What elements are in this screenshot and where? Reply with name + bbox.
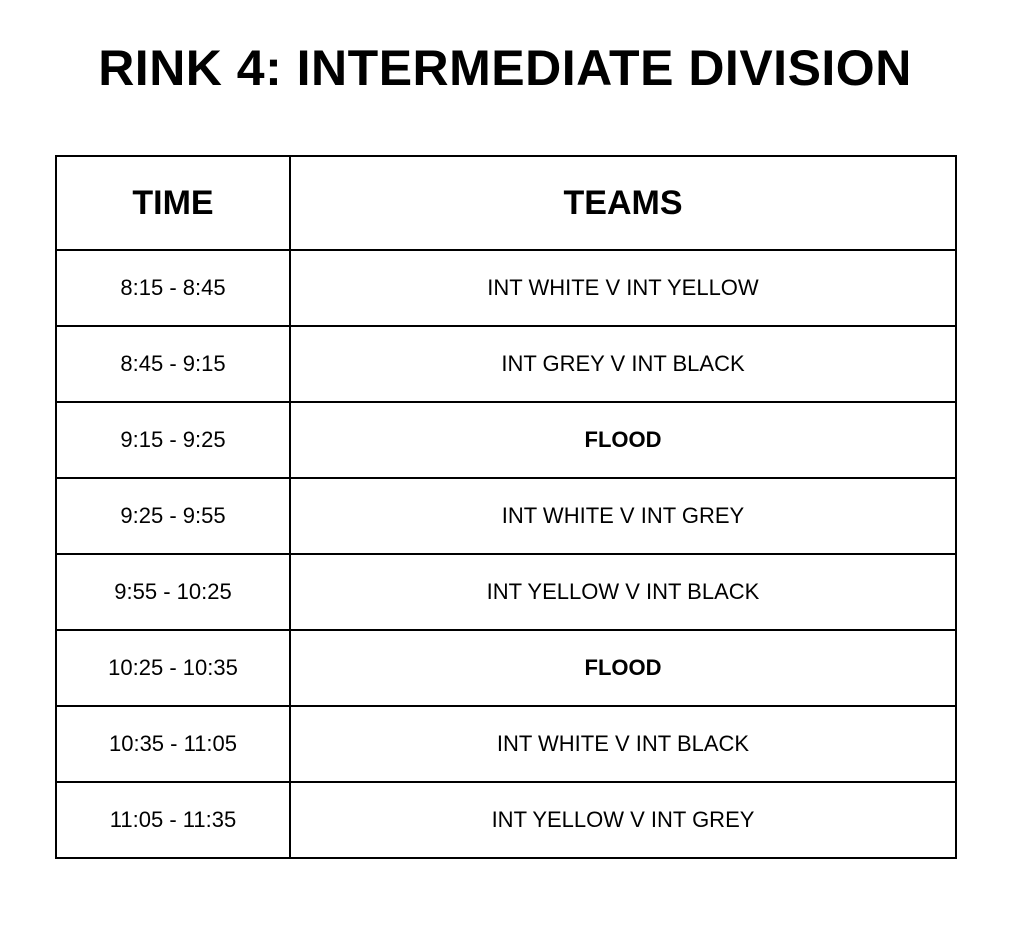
- time-cell: 9:25 - 9:55: [55, 477, 291, 555]
- schedule-table: TIME TEAMS 8:15 - 8:45 INT WHITE V INT YE…: [55, 155, 957, 859]
- teams-cell: INT WHITE V INT BLACK: [289, 705, 957, 783]
- time-cell: 9:15 - 9:25: [55, 401, 291, 479]
- teams-cell: INT WHITE V INT YELLOW: [289, 249, 957, 327]
- table-header-row: TIME TEAMS: [55, 155, 957, 251]
- teams-cell: INT GREY V INT BLACK: [289, 325, 957, 403]
- table-row: 10:35 - 11:05 INT WHITE V INT BLACK: [55, 705, 957, 783]
- teams-cell: INT YELLOW V INT GREY: [289, 781, 957, 859]
- page-title: RINK 4: INTERMEDIATE DIVISION: [98, 40, 912, 96]
- teams-cell: INT YELLOW V INT BLACK: [289, 553, 957, 631]
- teams-cell: INT WHITE V INT GREY: [289, 477, 957, 555]
- time-cell: 11:05 - 11:35: [55, 781, 291, 859]
- table-row: 9:55 - 10:25 INT YELLOW V INT BLACK: [55, 553, 957, 631]
- time-cell: 10:35 - 11:05: [55, 705, 291, 783]
- time-cell: 10:25 - 10:35: [55, 629, 291, 707]
- time-cell: 9:55 - 10:25: [55, 553, 291, 631]
- table-row: 8:45 - 9:15 INT GREY V INT BLACK: [55, 325, 957, 403]
- time-cell: 8:45 - 9:15: [55, 325, 291, 403]
- teams-cell: FLOOD: [289, 629, 957, 707]
- table-row: 11:05 - 11:35 INT YELLOW V INT GREY: [55, 781, 957, 859]
- time-cell: 8:15 - 8:45: [55, 249, 291, 327]
- table-row: 10:25 - 10:35 FLOOD: [55, 629, 957, 707]
- table-row: 9:15 - 9:25 FLOOD: [55, 401, 957, 479]
- teams-cell: FLOOD: [289, 401, 957, 479]
- table-row: 8:15 - 8:45 INT WHITE V INT YELLOW: [55, 249, 957, 327]
- header-teams: TEAMS: [289, 155, 957, 251]
- header-time: TIME: [55, 155, 291, 251]
- table-row: 9:25 - 9:55 INT WHITE V INT GREY: [55, 477, 957, 555]
